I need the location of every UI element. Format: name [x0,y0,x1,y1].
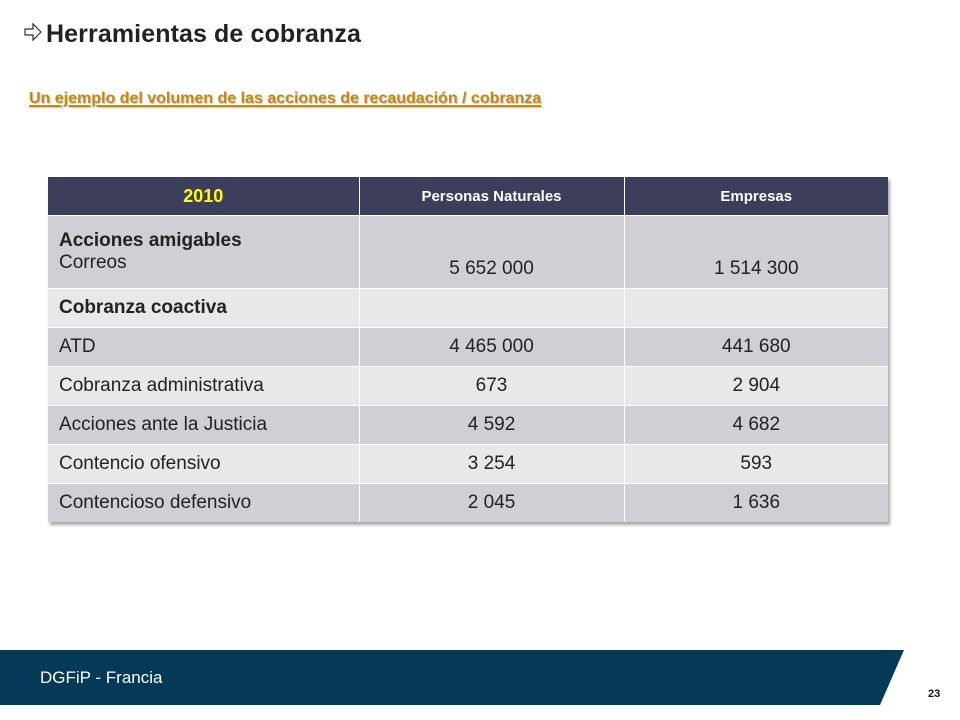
table-row: Acciones amigables Correos 5 652 000 1 5… [48,215,888,289]
row-label: ATD [48,327,360,367]
row-label-bold: Acciones amigables [59,230,242,251]
cell-naturales: 3 254 [359,444,625,484]
slide-title-row: Herramientas de cobranza [22,20,361,49]
footer-bar [0,650,904,705]
cell-naturales: 4 465 000 [359,327,625,367]
cell-naturales: 2 045 [359,483,625,522]
table-row: Cobranza coactiva [48,288,888,328]
cell-empresas: 441 680 [624,327,888,367]
row-label: Acciones amigables Correos [48,215,360,289]
cell-empresas: 593 [624,444,888,484]
table-header-row: 2010 Personas Naturales Empresas [48,177,888,216]
row-label: Acciones ante la Justicia [48,405,360,445]
cell-naturales [359,288,625,328]
cell-empresas: 1 514 300 [624,215,888,289]
row-label: Cobranza coactiva [48,288,360,328]
arrow-bullet-icon [24,22,42,41]
collection-actions-table: 2010 Personas Naturales Empresas Accione… [48,177,888,522]
page-number: 23 [928,688,941,700]
table-row: Cobranza administrativa 673 2 904 [48,366,888,406]
table-row: Contencioso defensivo 2 045 1 636 [48,483,888,522]
cell-naturales: 673 [359,366,625,406]
table-row: Acciones ante la Justicia 4 592 4 682 [48,405,888,445]
header-personas-naturales: Personas Naturales [359,177,625,216]
cell-naturales: 5 652 000 [359,215,625,289]
row-label: Contencio ofensivo [48,444,360,484]
cell-empresas: 1 636 [624,483,888,522]
slide-title: Herramientas de cobranza [46,20,362,48]
row-label: Contencioso defensivo [48,483,360,522]
table-row: ATD 4 465 000 441 680 [48,327,888,367]
cell-naturales: 4 592 [359,405,625,445]
header-empresas: Empresas [624,177,888,216]
row-label-bold: Cobranza coactiva [59,297,227,318]
header-year: 2010 [48,177,360,216]
row-label: Cobranza administrativa [48,366,360,406]
cell-empresas: 4 682 [624,405,888,445]
row-label-text: Correos [59,252,127,273]
cell-empresas [624,288,888,328]
slide-subtitle: Un ejemplo del volumen de las acciones d… [29,90,542,107]
table-row: Contencio ofensivo 3 254 593 [48,444,888,484]
cell-empresas: 2 904 [624,366,888,406]
footer-organization: DGFiP - Francia [40,668,163,687]
data-table-container: 2010 Personas Naturales Empresas Accione… [48,177,888,522]
